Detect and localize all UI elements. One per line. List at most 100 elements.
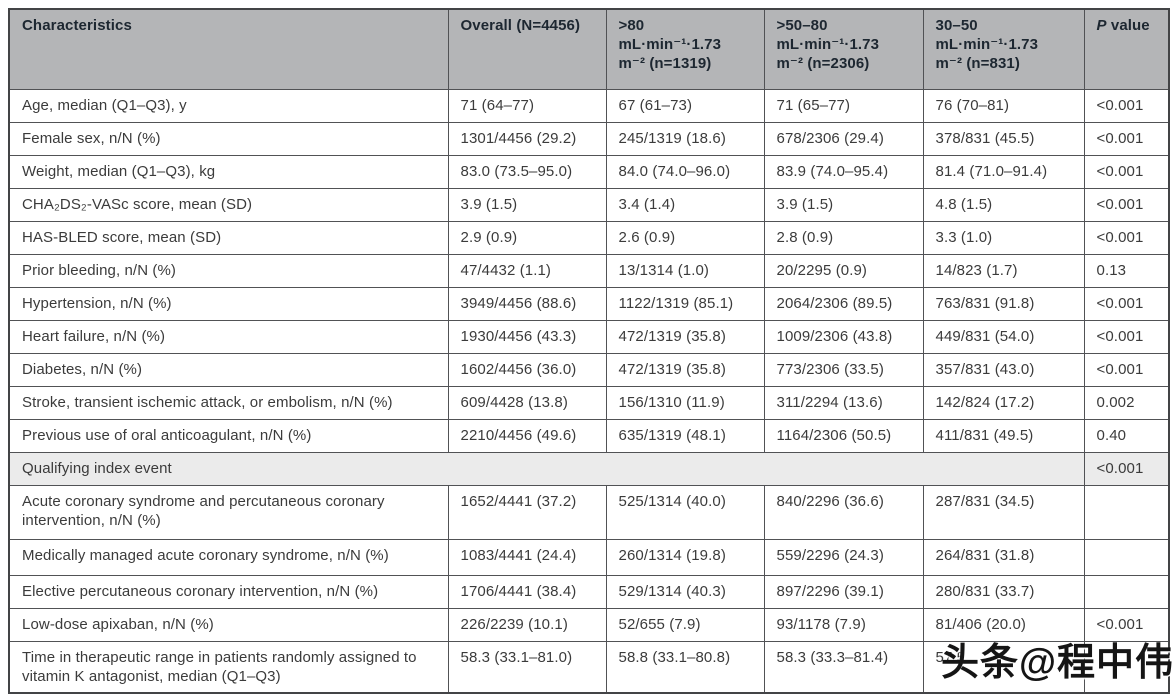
cell-overall: 2210/4456 (49.6) (447, 418, 607, 453)
table-row-previous-oral-anticoagulant: Previous use of oral anticoagulant, n/N … (8, 418, 1170, 453)
cell-overall: 1602/4456 (36.0) (447, 352, 607, 387)
row-label: Acute coronary syndrome and percutaneous… (8, 484, 449, 540)
cell-p-value: <0.001 (1083, 451, 1170, 486)
cell-overall: 58.3 (33.1–81.0) (447, 640, 607, 694)
header-row: Characteristics Overall (N=4456) >80 mL·… (8, 8, 1170, 90)
cell-gt80: 472/1319 (35.8) (605, 352, 765, 387)
cell-30-50: 142/824 (17.2) (922, 385, 1085, 420)
cell-gt80: 52/655 (7.9) (605, 607, 765, 642)
cell-p-value: <0.001 (1083, 121, 1170, 156)
table-row-elective-pci: Elective percutaneous coronary intervent… (8, 574, 1170, 609)
cell-gt80: 472/1319 (35.8) (605, 319, 765, 354)
cell-50-80: 773/2306 (33.5) (763, 352, 924, 387)
row-label: Weight, median (Q1–Q3), kg (8, 154, 449, 189)
cell-50-80: 93/1178 (7.9) (763, 607, 924, 642)
cell-overall: 1083/4441 (24.4) (447, 538, 607, 576)
cell-50-80: 1009/2306 (43.8) (763, 319, 924, 354)
cell-gt80: 635/1319 (48.1) (605, 418, 765, 453)
cell-50-80: 840/2296 (36.6) (763, 484, 924, 540)
table-row-acs-and-pci: Acute coronary syndrome and percutaneous… (8, 484, 1170, 540)
cell-overall: 609/4428 (13.8) (447, 385, 607, 420)
cell-50-80: 678/2306 (29.4) (763, 121, 924, 156)
cell-30-50: 280/831 (33.7) (922, 574, 1085, 609)
row-label: Diabetes, n/N (%) (8, 352, 449, 387)
cell-overall: 1930/4456 (43.3) (447, 319, 607, 354)
row-label: Time in therapeutic range in patients ra… (8, 640, 449, 694)
header-characteristics: Characteristics (8, 8, 449, 90)
cell-gt80: 156/1310 (11.9) (605, 385, 765, 420)
cell-p-value: <0.001 (1083, 88, 1170, 123)
cell-overall: 226/2239 (10.1) (447, 607, 607, 642)
cell-50-80: 2064/2306 (89.5) (763, 286, 924, 321)
row-label: Low-dose apixaban, n/N (%) (8, 607, 449, 642)
cell-30-50: 264/831 (31.8) (922, 538, 1085, 576)
table-row-has-bled: HAS-BLED score, mean (SD) 2.9 (0.9) 2.6 … (8, 220, 1170, 255)
cell-gt80: 2.6 (0.9) (605, 220, 765, 255)
cell-30-50: 4.8 (1.5) (922, 187, 1085, 222)
table-row-stroke-tia-embolism: Stroke, transient ischemic attack, or em… (8, 385, 1170, 420)
section-row-qualifying-index-event: Qualifying index event <0.001 (8, 451, 1170, 486)
table-body: Age, median (Q1–Q3), y 71 (64–77) 67 (61… (8, 88, 1170, 694)
table-row-weight: Weight, median (Q1–Q3), kg 83.0 (73.5–95… (8, 154, 1170, 189)
cell-gt80: 525/1314 (40.0) (605, 484, 765, 540)
cell-overall: 2.9 (0.9) (447, 220, 607, 255)
cell-30-50: 287/831 (34.5) (922, 484, 1085, 540)
cell-p-value: <0.001 (1083, 154, 1170, 189)
cell-p-value: 0.002 (1083, 385, 1170, 420)
cell-gt80: 13/1314 (1.0) (605, 253, 765, 288)
p-italic: P (1096, 17, 1107, 34)
cell-p-value (1083, 538, 1170, 576)
cell-gt80: 529/1314 (40.3) (605, 574, 765, 609)
cell-overall: 1706/4441 (38.4) (447, 574, 607, 609)
cell-p-value: 0.13 (1083, 253, 1170, 288)
cell-gt80: 1122/1319 (85.1) (605, 286, 765, 321)
cell-50-80: 897/2296 (39.1) (763, 574, 924, 609)
cell-30-50: 81/406 (20.0) (922, 607, 1085, 642)
cell-30-50: 76 (70–81) (922, 88, 1085, 123)
row-label: Stroke, transient ischemic attack, or em… (8, 385, 449, 420)
row-label: Female sex, n/N (%) (8, 121, 449, 156)
table-row-hypertension: Hypertension, n/N (%) 3949/4456 (88.6) 1… (8, 286, 1170, 321)
table-row-heart-failure: Heart failure, n/N (%) 1930/4456 (43.3) … (8, 319, 1170, 354)
cell-overall: 1652/4441 (37.2) (447, 484, 607, 540)
cell-p-value (1083, 574, 1170, 609)
cell-gt80: 245/1319 (18.6) (605, 121, 765, 156)
cell-30-50: 449/831 (54.0) (922, 319, 1085, 354)
cell-30-50: 411/831 (49.5) (922, 418, 1085, 453)
cell-30-50: 14/823 (1.7) (922, 253, 1085, 288)
row-label: Elective percutaneous coronary intervent… (8, 574, 449, 609)
header-p-value: P value (1083, 8, 1170, 90)
cell-30-50: 57.5 (922, 640, 1085, 694)
cell-50-80: 311/2294 (13.6) (763, 385, 924, 420)
cell-50-80: 20/2295 (0.9) (763, 253, 924, 288)
cell-50-80: 3.9 (1.5) (763, 187, 924, 222)
table-row-female-sex: Female sex, n/N (%) 1301/4456 (29.2) 245… (8, 121, 1170, 156)
cell-p-value: <0.001 (1083, 220, 1170, 255)
cell-50-80: 58.3 (33.3–81.4) (763, 640, 924, 694)
cell-p-value: 0.40 (1083, 418, 1170, 453)
cell-30-50: 3.3 (1.0) (922, 220, 1085, 255)
cell-overall: 71 (64–77) (447, 88, 607, 123)
row-label: CHA₂DS₂-VASc score, mean (SD) (8, 187, 449, 222)
cell-overall: 83.0 (73.5–95.0) (447, 154, 607, 189)
table-row-medically-managed-acs: Medically managed acute coronary syndrom… (8, 538, 1170, 576)
header-egfr-30-50: 30–50 mL·min⁻¹·1.73 m⁻² (n=831) (922, 8, 1085, 90)
header-egfr-50-80: >50–80 mL·min⁻¹·1.73 m⁻² (n=2306) (763, 8, 924, 90)
table-row-prior-bleeding: Prior bleeding, n/N (%) 47/4432 (1.1) 13… (8, 253, 1170, 288)
cell-p-value: <0.001 (1083, 352, 1170, 387)
cell-50-80: 1164/2306 (50.5) (763, 418, 924, 453)
cell-gt80: 67 (61–73) (605, 88, 765, 123)
row-label: Age, median (Q1–Q3), y (8, 88, 449, 123)
row-label: HAS-BLED score, mean (SD) (8, 220, 449, 255)
table-row-age: Age, median (Q1–Q3), y 71 (64–77) 67 (61… (8, 88, 1170, 123)
section-label: Qualifying index event (8, 451, 1085, 486)
row-label: Hypertension, n/N (%) (8, 286, 449, 321)
cell-gt80: 260/1314 (19.8) (605, 538, 765, 576)
cell-50-80: 83.9 (74.0–95.4) (763, 154, 924, 189)
cell-p-value: <0.001 (1083, 187, 1170, 222)
cell-p-value: <0.001 (1083, 607, 1170, 642)
cell-30-50: 378/831 (45.5) (922, 121, 1085, 156)
cell-30-50: 81.4 (71.0–91.4) (922, 154, 1085, 189)
header-overall: Overall (N=4456) (447, 8, 607, 90)
row-label: Heart failure, n/N (%) (8, 319, 449, 354)
